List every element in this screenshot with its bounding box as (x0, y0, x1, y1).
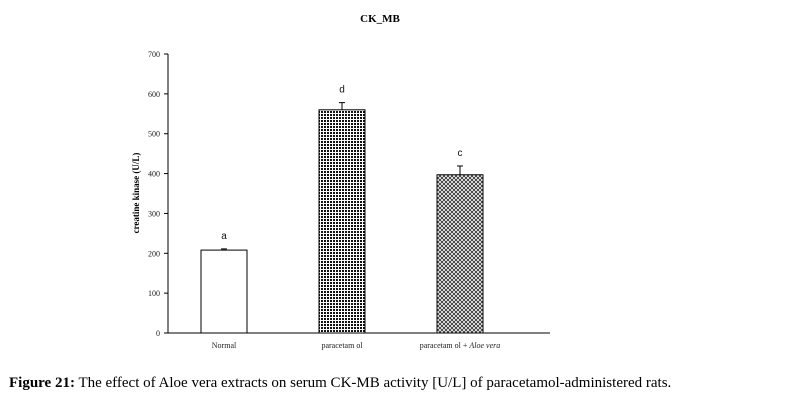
bar (318, 109, 366, 334)
chart-title: CK_MB (360, 13, 400, 25)
caption-text: The effect of Aloe vera extracts on seru… (74, 375, 672, 391)
y-axis-label: creatine kinase (U/L) (131, 153, 141, 234)
chart: CK_MB creatine kinase (U/L) 0 100 200 300 40… (131, 13, 550, 350)
significance-label: a (221, 231, 227, 242)
bars-group: a d c (200, 85, 484, 334)
y-tick-label: 0 (156, 329, 160, 338)
x-category-label: paracetam ol + Aloe vera (420, 341, 500, 350)
y-tick-label: 400 (148, 170, 160, 179)
bar (200, 249, 248, 334)
significance-label: c (458, 148, 463, 159)
figure-caption: Figure 21: The effect of Aloe vera extra… (9, 375, 789, 392)
y-tick-label: 300 (148, 209, 160, 218)
x-category-label: paracetam ol (321, 341, 363, 350)
x-category-label: Normal (212, 341, 237, 350)
y-tick-label: 100 (148, 289, 160, 298)
significance-label: d (339, 85, 345, 96)
y-tick-label: 200 (148, 249, 160, 258)
bar (436, 174, 484, 334)
y-tick-label: 700 (148, 50, 160, 59)
y-axis-ticks: 0 100 200 300 400 500 600 700 (148, 50, 168, 338)
category-labels: Normal paracetam ol paracetam ol + Aloe ve… (212, 341, 500, 350)
y-tick-label: 600 (148, 90, 160, 99)
y-tick-label: 500 (148, 130, 160, 139)
figure-number: Figure 21: (9, 375, 75, 391)
